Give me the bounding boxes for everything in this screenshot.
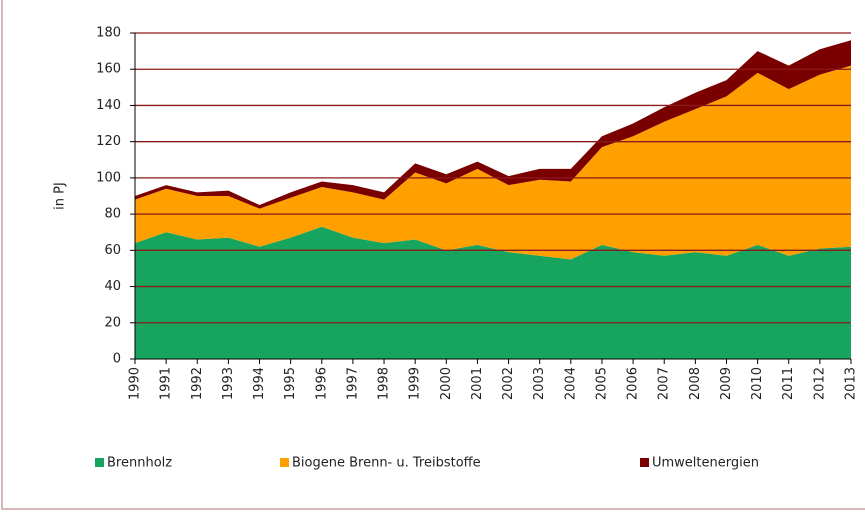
legend-label: Umweltenergien	[652, 456, 759, 471]
x-tick-label: 2004	[563, 367, 578, 400]
y-tick-label: 100	[96, 170, 121, 185]
x-tick-label: 1990	[128, 367, 143, 400]
y-tick-label: 0	[113, 352, 121, 367]
x-tick-label: 2003	[532, 367, 547, 400]
legend-swatch	[640, 458, 649, 467]
x-tick-label: 2013	[844, 367, 859, 400]
x-tick-label: 1999	[408, 367, 423, 400]
x-tick-label: 2002	[501, 367, 516, 400]
x-tick-label: 1993	[221, 367, 236, 400]
y-tick-label: 40	[104, 279, 121, 294]
y-tick-label: 80	[104, 207, 121, 222]
x-tick-label: 2007	[657, 367, 672, 400]
area	[135, 226, 851, 359]
legend-swatch	[95, 458, 104, 467]
x-tick-label: 1996	[314, 367, 329, 400]
x-tick-label: 1998	[377, 367, 392, 400]
x-tick-label: 1992	[190, 367, 205, 400]
area	[135, 40, 851, 209]
legend-label: Biogene Brenn- u. Treibstoffe	[292, 456, 481, 471]
x-tick-label: 2008	[688, 367, 703, 400]
x-tick-label: 2005	[594, 367, 609, 400]
x-tick-label: 2011	[781, 367, 796, 400]
y-tick-label: 20	[104, 315, 121, 330]
y-tick-label: 120	[96, 134, 121, 149]
x-tick-label: 2006	[626, 367, 641, 400]
x-tick-label: 1995	[283, 367, 298, 400]
x-tick-label: 2010	[750, 367, 765, 400]
x-tick-label: 1991	[159, 367, 174, 400]
x-tick-label: 2000	[439, 367, 454, 400]
y-tick-label: 180	[96, 26, 121, 41]
y-tick-label: 140	[96, 98, 121, 113]
x-tick-label: 2001	[470, 367, 485, 400]
y-tick-label: 160	[96, 62, 121, 77]
x-tick-label: 1997	[345, 367, 360, 400]
x-tick-label: 2009	[719, 367, 734, 400]
area	[135, 65, 851, 260]
x-tick-label: 2012	[812, 367, 827, 400]
legend-label: Brennholz	[107, 456, 172, 471]
x-tick-label: 1994	[252, 367, 267, 400]
y-tick-label: 60	[104, 243, 121, 258]
legend-swatch	[280, 458, 289, 467]
y-axis-label: in PJ	[53, 182, 68, 210]
